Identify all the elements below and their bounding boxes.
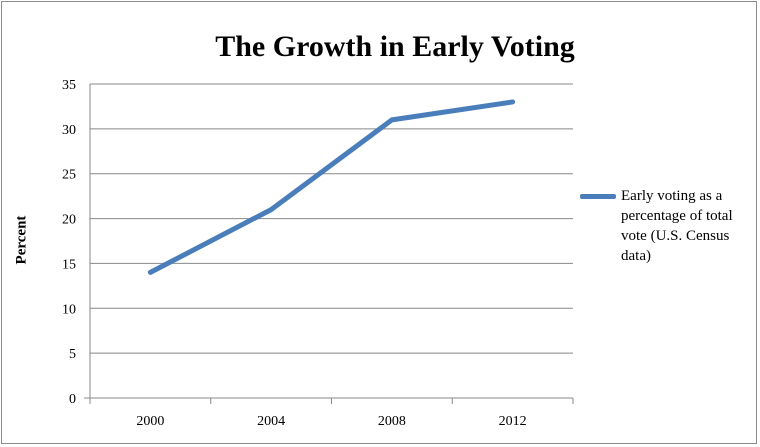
chart-title: The Growth in Early Voting [215, 30, 575, 63]
x-tick-label: 2004 [257, 414, 285, 429]
y-tick-label: 15 [62, 257, 76, 272]
legend-swatch [580, 194, 616, 199]
x-tick-label: 2008 [378, 414, 406, 429]
y-tick-label: 20 [62, 213, 76, 228]
y-tick-label: 30 [62, 123, 76, 138]
y-tick-label: 5 [69, 347, 76, 362]
legend-label: Early voting as a percentage of total vo… [621, 188, 733, 264]
series-line [147, 99, 516, 275]
y-tick-label: 0 [69, 392, 76, 407]
x-tick-label: 2000 [136, 414, 164, 429]
y-tick-label: 35 [62, 78, 76, 93]
y-tick-label: 25 [62, 168, 76, 183]
y-tick-label: 10 [62, 302, 76, 317]
x-tick-label: 2012 [499, 414, 527, 429]
